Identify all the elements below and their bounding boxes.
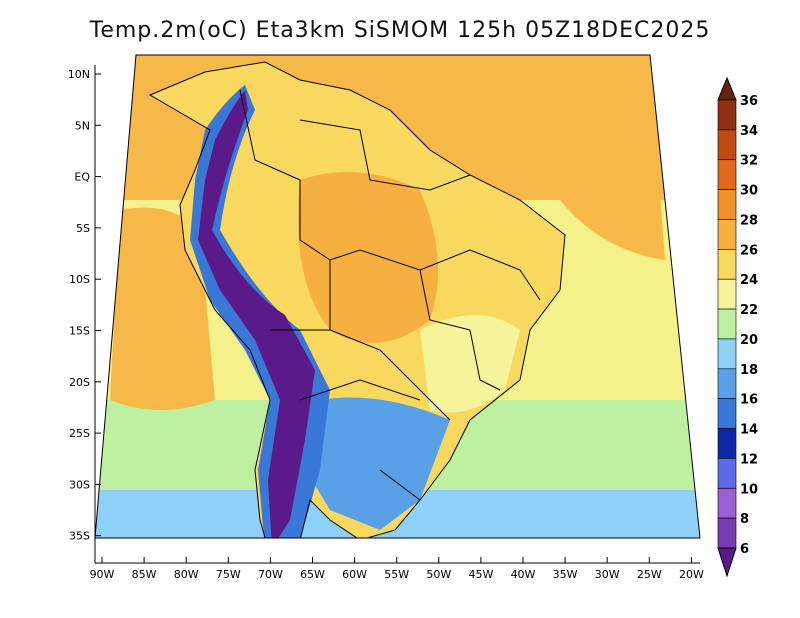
lat-tick-label: 10S xyxy=(69,273,90,286)
lon-tick-label: 70W xyxy=(258,568,283,581)
colorbar-band xyxy=(717,189,737,220)
colorbar-tick-label: 34 xyxy=(740,124,758,139)
lat-tick-label: EQ xyxy=(74,171,90,184)
colorbar-band xyxy=(717,99,737,131)
colorbar-tick-label: 20 xyxy=(740,333,758,348)
lat-tick-label: 10N xyxy=(68,68,90,81)
colorbar: 6 8 10 12 14 16 18 20 22 24 26 28 30 32 34 36 xyxy=(717,76,758,578)
colorbar-tick-label: 36 xyxy=(740,94,758,109)
colorbar-band xyxy=(717,398,737,429)
colorbar-tick-label: 18 xyxy=(740,363,758,378)
lat-tick-label: 5S xyxy=(76,222,90,235)
country-borders xyxy=(148,61,566,538)
lon-tick-label: 85W xyxy=(132,568,157,581)
colorbar-band xyxy=(717,458,737,489)
colorbar-tick-label: 14 xyxy=(740,423,758,438)
colorbar-max-arrow xyxy=(717,76,737,101)
colorbar-tick-label: 12 xyxy=(740,452,758,467)
lon-tick-label: 75W xyxy=(216,568,241,581)
central-warm-zone xyxy=(298,172,438,343)
lat-tick-label: 35S xyxy=(69,530,90,543)
colorbar-min-arrow xyxy=(717,547,737,578)
colorbar-band xyxy=(717,308,737,340)
colorbar-tick-label: 16 xyxy=(740,393,758,408)
colorbar-tick-label: 26 xyxy=(740,243,758,258)
map-frame xyxy=(94,54,701,539)
colorbar-tick-label: 30 xyxy=(740,184,758,199)
lat-tick-label: 25S xyxy=(69,427,90,440)
colorbar-band xyxy=(717,517,737,549)
colorbar-band xyxy=(717,159,737,190)
lon-tick-label: 35W xyxy=(553,568,578,581)
lon-tick-label: 20W xyxy=(679,568,704,581)
colorbar-tick-label: 6 xyxy=(740,542,749,557)
southern-cool-zone xyxy=(300,397,450,530)
lat-tick-label: 20S xyxy=(69,376,90,389)
colorbar-band xyxy=(717,249,737,280)
colorbar-tick-label: 28 xyxy=(740,213,758,228)
lon-tick-label: 30W xyxy=(595,568,620,581)
colorbar-tick-label: 8 xyxy=(740,512,749,527)
colorbar-tick-label: 32 xyxy=(740,154,758,169)
colorbar-band xyxy=(717,219,737,250)
lon-tick-label: 80W xyxy=(174,568,199,581)
ocean-warm-atlantic xyxy=(340,60,665,260)
andes-cold-ridge xyxy=(198,90,315,538)
colorbar-band xyxy=(717,338,737,370)
colorbar-band xyxy=(717,129,737,161)
colorbar-band xyxy=(717,487,737,519)
latitude-axis: 10N 5N EQ 5S 10S 15S 20S 25S 30S 35S xyxy=(68,68,101,543)
lat-tick-label: 5N xyxy=(75,119,90,132)
lat-tick-label: 30S xyxy=(69,478,90,491)
southeast-mild-zone xyxy=(420,315,520,413)
lon-tick-label: 90W xyxy=(90,568,115,581)
colorbar-band xyxy=(717,278,737,310)
longitude-axis: 90W 85W 80W 75W 70W 65W 60W 55W 50W 45W 40W 35W 30W 2… xyxy=(90,557,704,581)
lon-tick-label: 40W xyxy=(511,568,536,581)
plot-title: Temp.2m(oC) Eta3km SiSMOM 125h 05Z18DEC2… xyxy=(89,18,711,43)
colorbar-band xyxy=(717,428,737,459)
colorbar-tick-label: 24 xyxy=(740,273,758,288)
lon-tick-label: 50W xyxy=(426,568,451,581)
lon-tick-label: 45W xyxy=(468,568,493,581)
lon-tick-label: 60W xyxy=(342,568,367,581)
lat-tick-label: 15S xyxy=(69,325,90,338)
lon-tick-label: 25W xyxy=(637,568,662,581)
lon-tick-label: 55W xyxy=(384,568,409,581)
colorbar-tick-label: 22 xyxy=(740,303,758,318)
lon-tick-label: 65W xyxy=(300,568,325,581)
colorbar-band xyxy=(717,368,737,399)
map-field xyxy=(95,55,700,538)
colorbar-tick-label: 10 xyxy=(740,482,758,497)
